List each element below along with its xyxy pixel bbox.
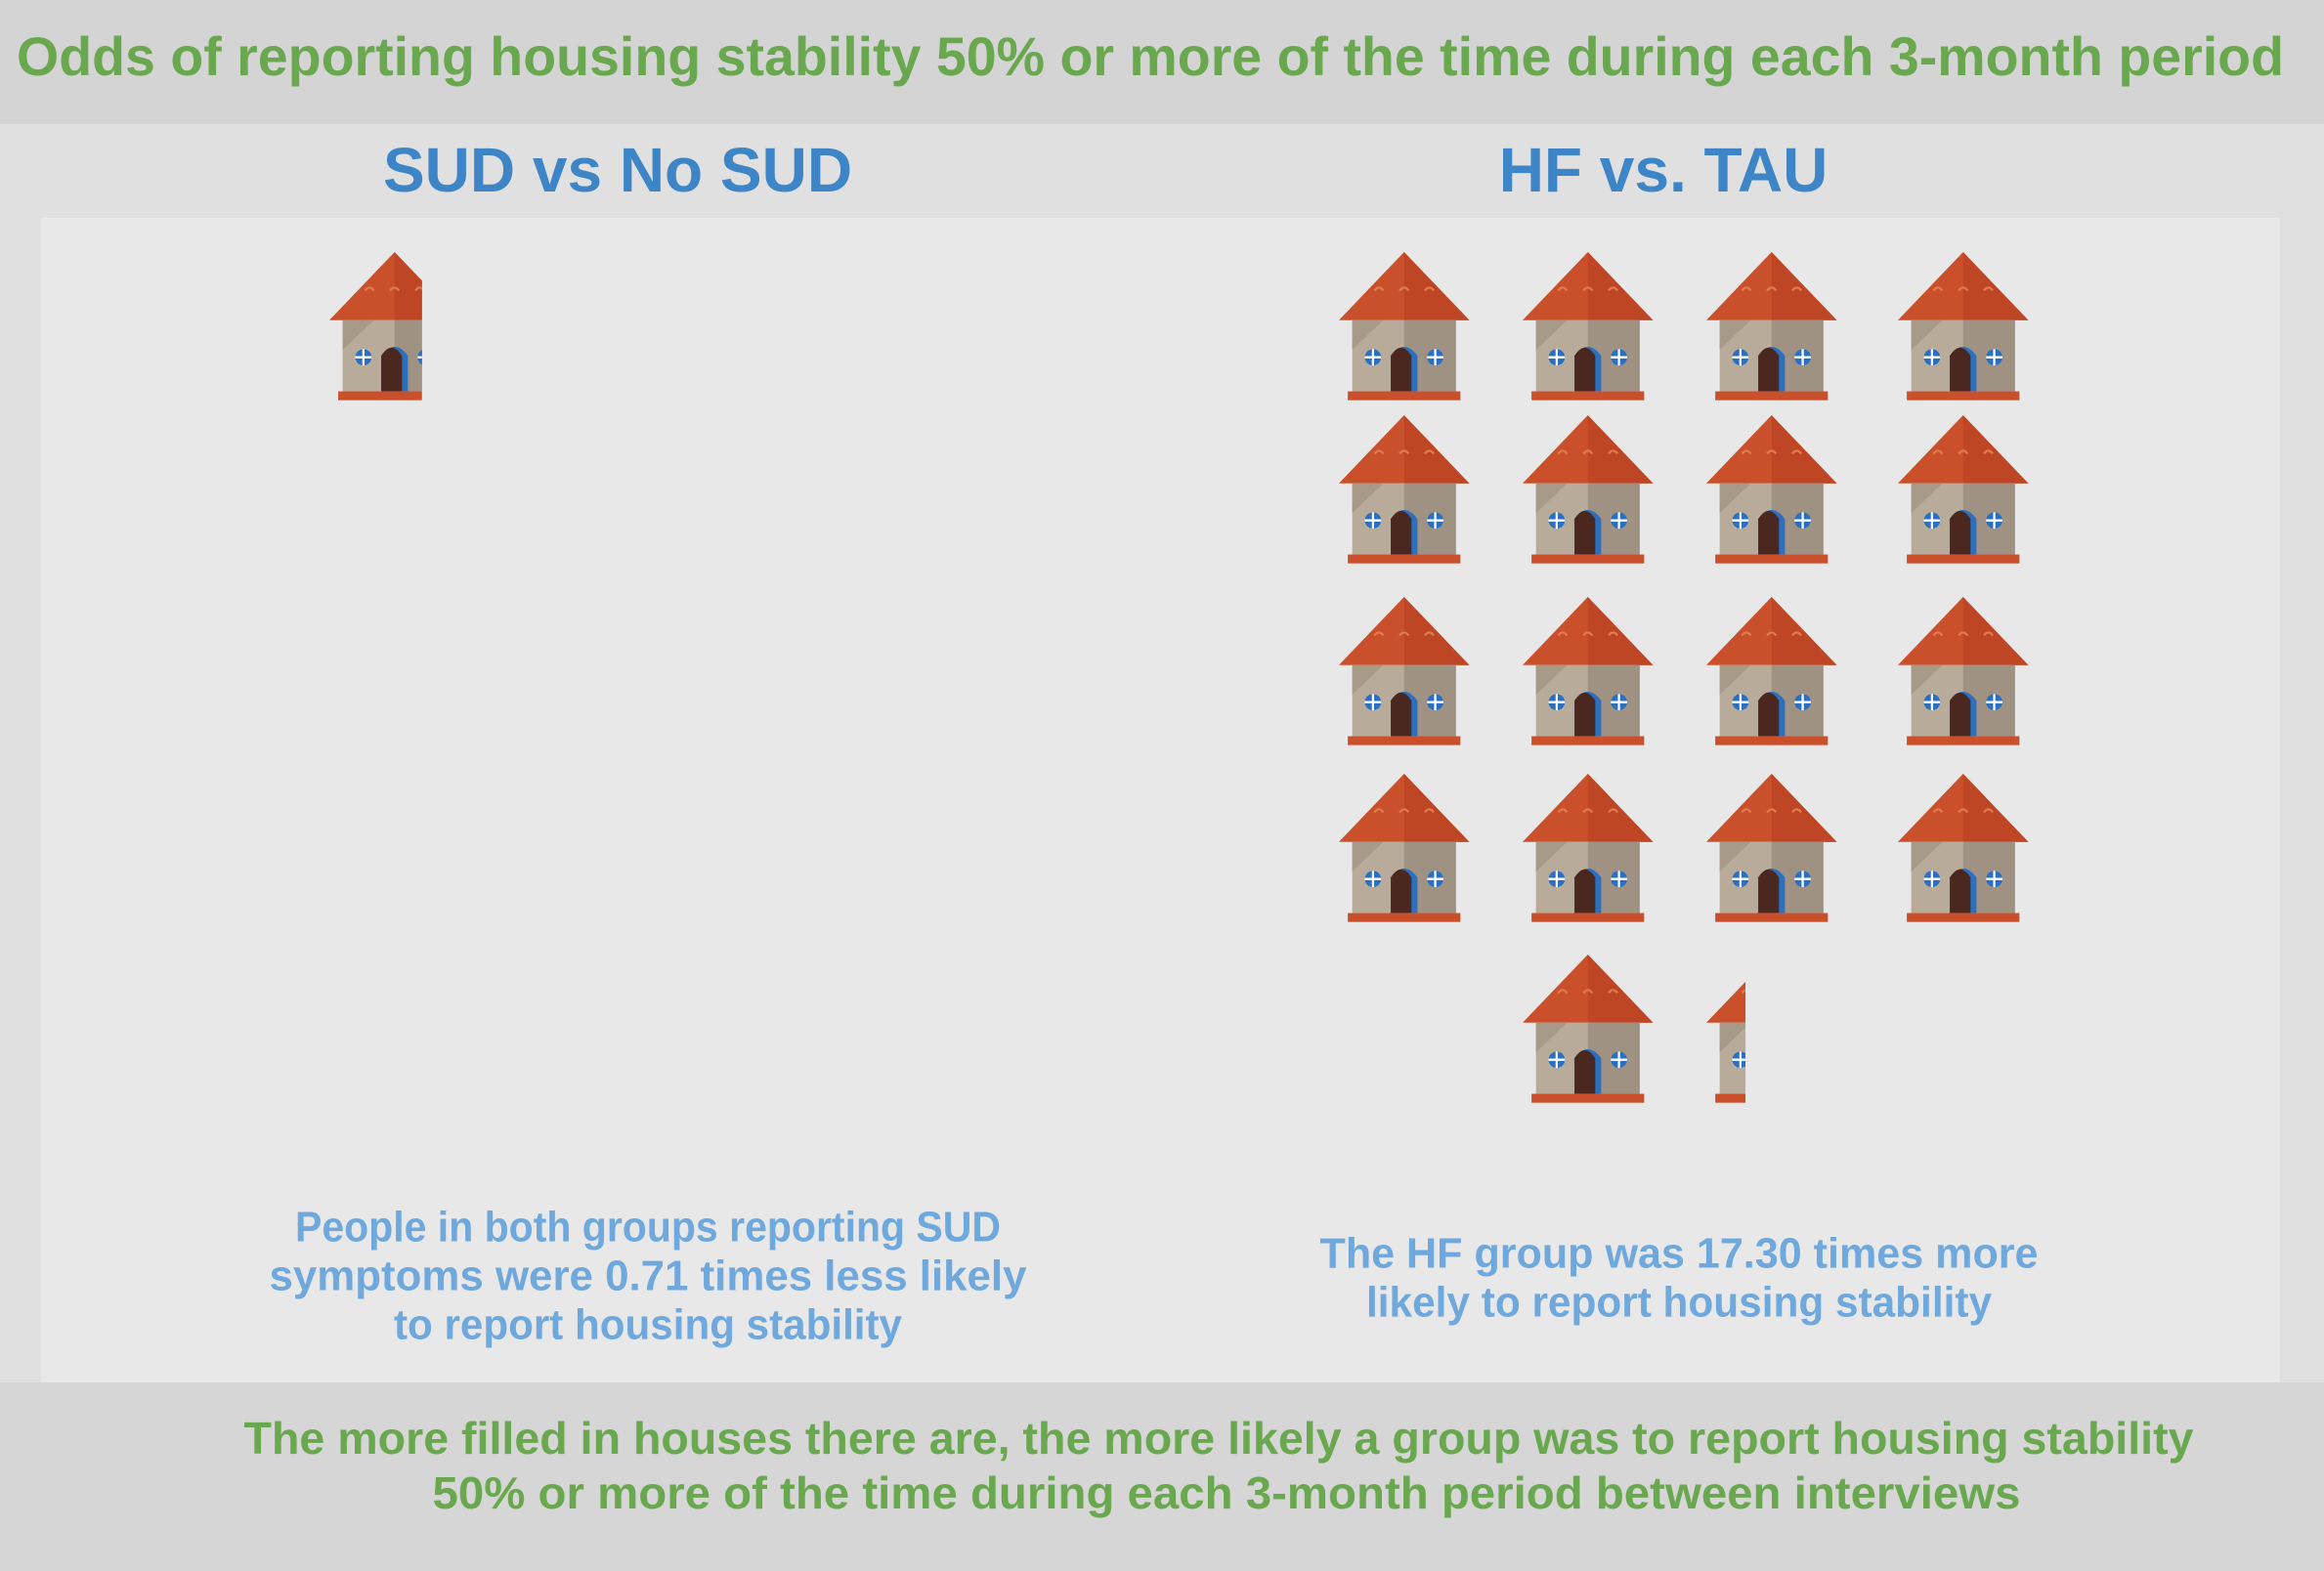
caption-line: People in both groups reporting SUD [295,1204,1001,1252]
caption-line: likely to report housing stability [1366,1279,1993,1327]
panel [41,218,2280,1382]
chart-title: HF vs. TAU [1499,135,1829,205]
caption-line: The HF group was 17.30 times more [1320,1230,2039,1278]
caption-line: symptoms were 0.71 times less likely [270,1253,1028,1300]
page-title: Odds of reporting housing stability 50% … [17,25,2284,87]
footnote-line: The more filled in houses there are, the… [244,1413,2194,1464]
footnote-line: 50% or more of the time during each 3-mo… [433,1467,2021,1518]
chart-title: SUD vs No SUD [383,135,852,205]
title-banner [0,0,2324,124]
caption-line: to report housing stability [394,1301,902,1349]
footer-banner [0,1382,2324,1571]
